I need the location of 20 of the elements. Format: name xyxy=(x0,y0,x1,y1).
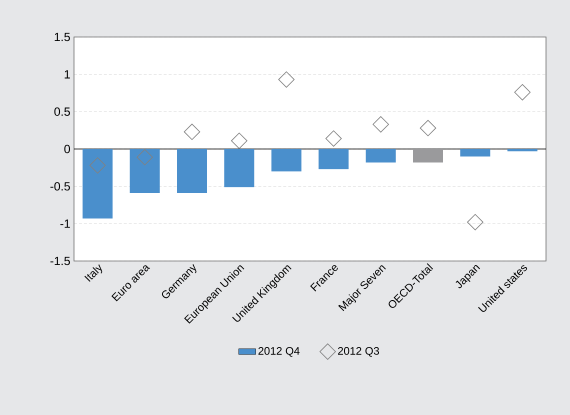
legend-label: 2012 Q4 xyxy=(258,347,300,357)
point xyxy=(467,214,484,230)
y-tick-label: 0.5 xyxy=(54,107,70,116)
point xyxy=(325,130,342,147)
point xyxy=(184,124,200,140)
y-tick-label: 1.5 xyxy=(54,32,70,42)
point xyxy=(372,116,389,133)
point xyxy=(420,120,436,136)
point xyxy=(514,84,531,100)
y-tick-label: 1 xyxy=(64,70,70,78)
point xyxy=(231,132,248,149)
point xyxy=(136,149,153,166)
x-tick-label: Italy xyxy=(84,264,102,282)
y-tick-label: -1 xyxy=(60,220,70,228)
y-tick-label: 0 xyxy=(64,144,70,154)
y-tick-label: -0.5 xyxy=(50,182,70,191)
point xyxy=(278,71,295,88)
point xyxy=(89,157,106,174)
y-tick-label: -1.5 xyxy=(50,256,70,266)
legend-label: 2012 Q3 xyxy=(338,347,380,357)
